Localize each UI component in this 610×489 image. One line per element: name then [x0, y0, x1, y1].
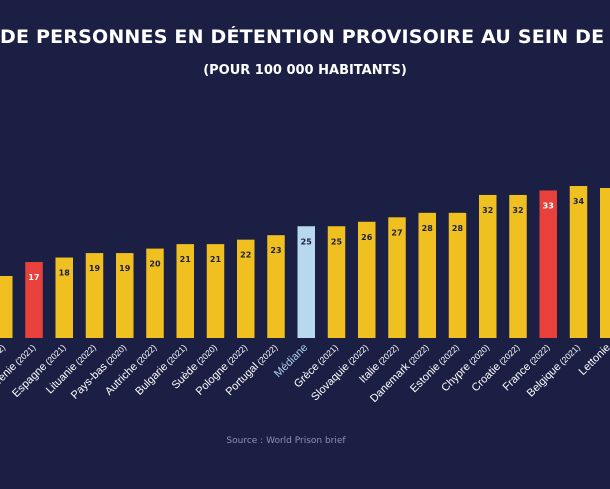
data-label: 34 — [573, 197, 585, 206]
category-label: Pologne (2022) — [194, 342, 250, 398]
bar — [418, 212, 436, 338]
data-label: 28 — [452, 224, 464, 233]
bar — [479, 194, 497, 338]
data-label: 25 — [331, 237, 343, 246]
bar — [600, 188, 610, 338]
bar — [509, 194, 527, 338]
chart-title: DE PERSONNES EN DÉTENTION PROVISOIRE AU … — [0, 26, 610, 48]
data-label: 33 — [543, 201, 554, 210]
data-label: 18 — [59, 269, 71, 278]
data-label: 21 — [180, 255, 192, 264]
data-label: 22 — [240, 251, 251, 260]
data-label: 26 — [361, 233, 373, 242]
source-note: Source : World Prison brief — [226, 436, 346, 446]
category-label: Belgique (2021) — [525, 342, 583, 400]
data-label: 20 — [149, 260, 161, 269]
bar — [25, 262, 43, 338]
bar — [327, 226, 346, 338]
bar — [569, 186, 588, 338]
data-label: 25 — [301, 237, 313, 246]
data-label: 32 — [512, 206, 523, 215]
bar — [0, 276, 13, 338]
bar — [267, 235, 285, 338]
bar — [448, 212, 467, 338]
bar — [55, 257, 73, 338]
data-label: 32 — [482, 206, 493, 215]
data-label: 21 — [210, 255, 222, 264]
data-label: 27 — [391, 228, 402, 237]
bar — [539, 190, 557, 338]
category-label: Lettonie — [577, 342, 610, 378]
data-label: 19 — [119, 264, 131, 273]
bar — [388, 217, 406, 338]
bar — [85, 253, 104, 338]
category-label: Portugal (2022) — [224, 342, 281, 399]
bar — [206, 244, 225, 338]
bar — [237, 239, 255, 338]
data-label: 17 — [28, 273, 39, 282]
bar — [176, 244, 194, 338]
bar — [297, 226, 315, 338]
data-label: 23 — [270, 246, 281, 255]
category-label: Autriche (2022) — [103, 342, 159, 398]
bar — [146, 248, 164, 338]
bar — [358, 221, 376, 338]
chart-subtitle: (POUR 100 000 HABITANTS) — [203, 63, 407, 78]
bar — [116, 253, 134, 338]
category-label: Bulgarie (2021) — [133, 342, 189, 398]
data-label: 19 — [89, 264, 101, 273]
data-label: 28 — [422, 224, 434, 233]
